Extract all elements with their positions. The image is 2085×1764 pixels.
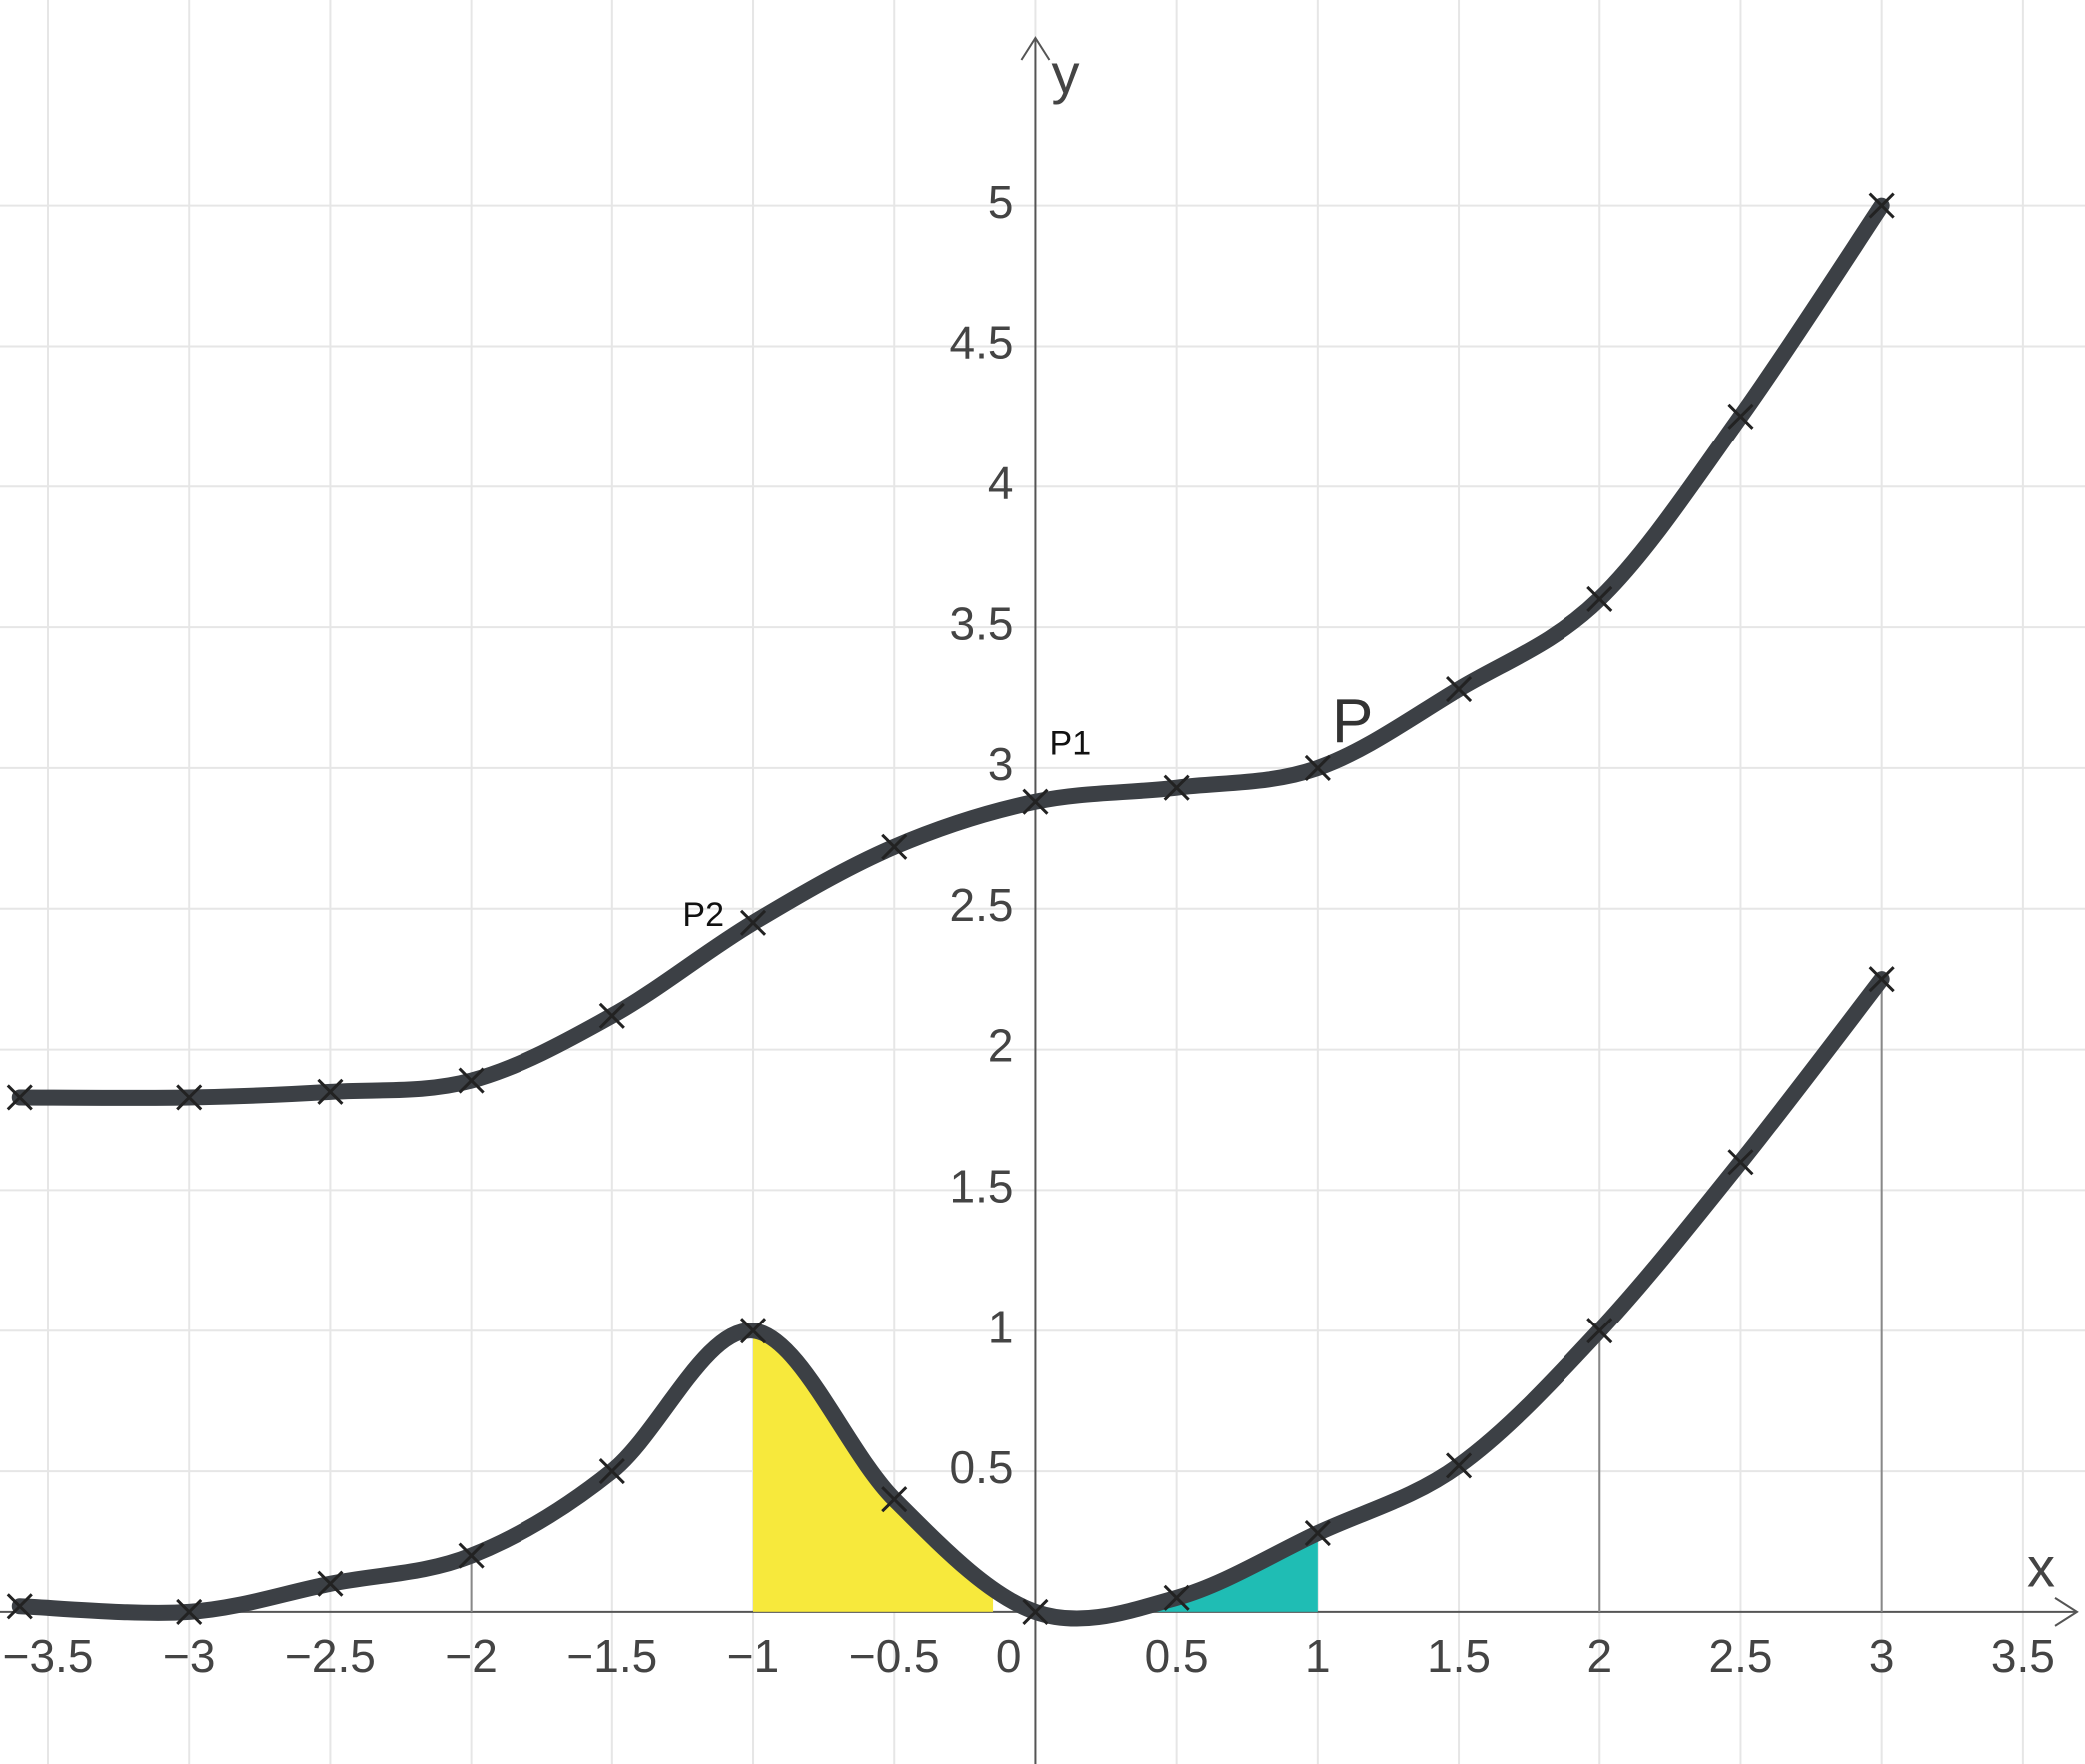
point-cross xyxy=(1586,1318,1613,1344)
x-tick-label: 2 xyxy=(1586,1630,1612,1682)
y-tick-label: 1 xyxy=(988,1301,1014,1352)
point-cross xyxy=(1868,192,1895,219)
x-axis-arrow xyxy=(2054,1597,2079,1627)
x-tick-label: −3.5 xyxy=(3,1630,94,1682)
point-cross xyxy=(1445,1452,1473,1479)
point-cross xyxy=(1163,774,1190,801)
y-tick-label: 3 xyxy=(988,738,1014,790)
point-cross xyxy=(598,1458,625,1485)
x-tick-label: 2.5 xyxy=(1708,1630,1772,1682)
y-tick-label: 4.5 xyxy=(949,317,1013,369)
point-cross xyxy=(739,909,767,936)
point-cross xyxy=(1445,676,1473,703)
x-tick-label: −1 xyxy=(727,1630,779,1682)
curve xyxy=(11,197,1890,1106)
point-cross xyxy=(458,1067,485,1094)
y-tick-label: 2 xyxy=(988,1020,1014,1072)
point-cross xyxy=(881,1486,908,1513)
y-tick-label: 3.5 xyxy=(949,597,1013,649)
point-cross xyxy=(6,1593,33,1620)
point-cross xyxy=(458,1542,485,1569)
point-cross xyxy=(6,1084,33,1111)
point-cross xyxy=(598,1002,625,1029)
x-tick-label: 0.5 xyxy=(1145,1630,1209,1682)
annotation: P xyxy=(1332,687,1373,756)
point-cross xyxy=(1163,1584,1190,1611)
curve xyxy=(11,971,1890,1627)
x-tick-label: −0.5 xyxy=(849,1630,940,1682)
x-tick-label: −2 xyxy=(445,1630,497,1682)
shaded-region xyxy=(753,979,994,1612)
point-cross xyxy=(1727,1149,1754,1176)
y-tick-label: 0.5 xyxy=(949,1441,1013,1493)
x-tick-label: −1.5 xyxy=(566,1630,657,1682)
point-cross xyxy=(317,1078,344,1105)
x-tick-label: 3 xyxy=(1869,1630,1895,1682)
x-tick-label: 0 xyxy=(996,1630,1022,1682)
point-cross xyxy=(176,1084,203,1111)
point-cross xyxy=(1304,754,1331,781)
point-cross xyxy=(881,833,908,860)
point-cross xyxy=(1022,788,1049,815)
y-axis-label: y xyxy=(1051,42,1079,105)
annotation: P2 xyxy=(682,896,724,934)
x-tick-label: 3.5 xyxy=(1991,1630,2055,1682)
annotation: P1 xyxy=(1050,724,1092,762)
x-tick-label: −3 xyxy=(163,1630,215,1682)
point-cross xyxy=(1022,1598,1049,1625)
x-tick-label: 1.5 xyxy=(1427,1630,1491,1682)
y-tick-label: 5 xyxy=(988,176,1014,228)
point-cross xyxy=(1586,585,1613,612)
y-axis-arrow xyxy=(1020,36,1051,61)
shaded-region xyxy=(1120,979,1318,1612)
y-tick-label: 4 xyxy=(988,456,1014,508)
point-cross xyxy=(317,1570,344,1597)
point-cross xyxy=(176,1598,203,1625)
point-cross xyxy=(1304,1519,1331,1547)
x-axis-label: x xyxy=(2027,1536,2055,1599)
y-tick-label: 1.5 xyxy=(949,1161,1013,1213)
point-cross xyxy=(1727,403,1754,430)
y-tick-label: 2.5 xyxy=(949,879,1013,931)
point-cross xyxy=(739,1318,767,1344)
point-cross xyxy=(1868,966,1895,993)
x-tick-label: −2.5 xyxy=(285,1630,376,1682)
x-tick-label: 1 xyxy=(1305,1630,1331,1682)
